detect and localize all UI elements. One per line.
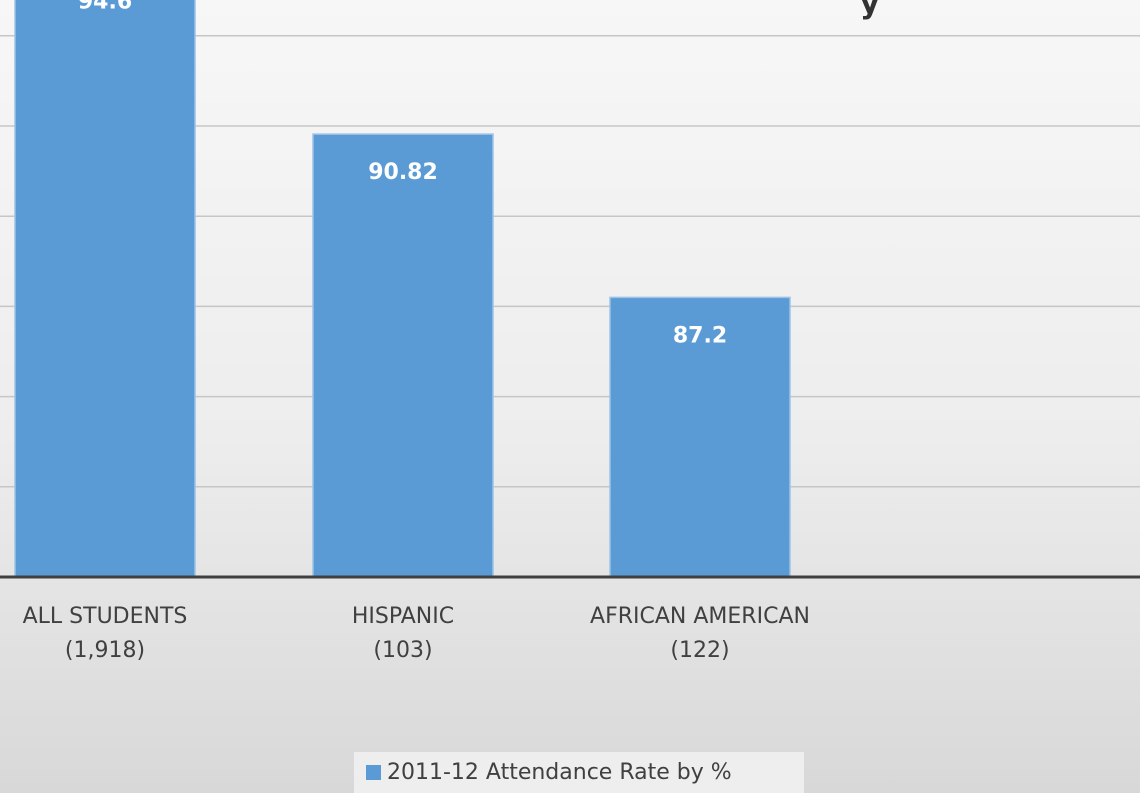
category-label-line: AFRICAN AMERICAN	[590, 604, 810, 629]
category-label-line: (103)	[373, 638, 433, 663]
bar	[312, 133, 494, 578]
data-label: 90.82	[368, 160, 438, 185]
legend: 2011-12 Attendance Rate by %	[354, 752, 804, 793]
category-label-line: (1,918)	[64, 638, 146, 663]
category-label: AFRICAN AMERICAN (122)	[550, 600, 850, 668]
bar	[609, 296, 791, 578]
category-label: ALL STUDENTS (1,918)	[0, 600, 255, 668]
bar	[14, 0, 196, 578]
category-label-line: HISPANIC	[351, 604, 455, 629]
category-label-line: ALL STUDENTS	[22, 604, 188, 629]
data-label: 94.6	[78, 0, 132, 15]
category-label-line: (122)	[670, 638, 730, 663]
chart-title-fragment: y	[860, 0, 880, 21]
legend-label: 2011-12 Attendance Rate by %	[387, 760, 732, 785]
legend-swatch	[366, 765, 381, 780]
data-label: 87.2	[673, 323, 727, 348]
category-label: HISPANIC (103)	[253, 600, 553, 668]
